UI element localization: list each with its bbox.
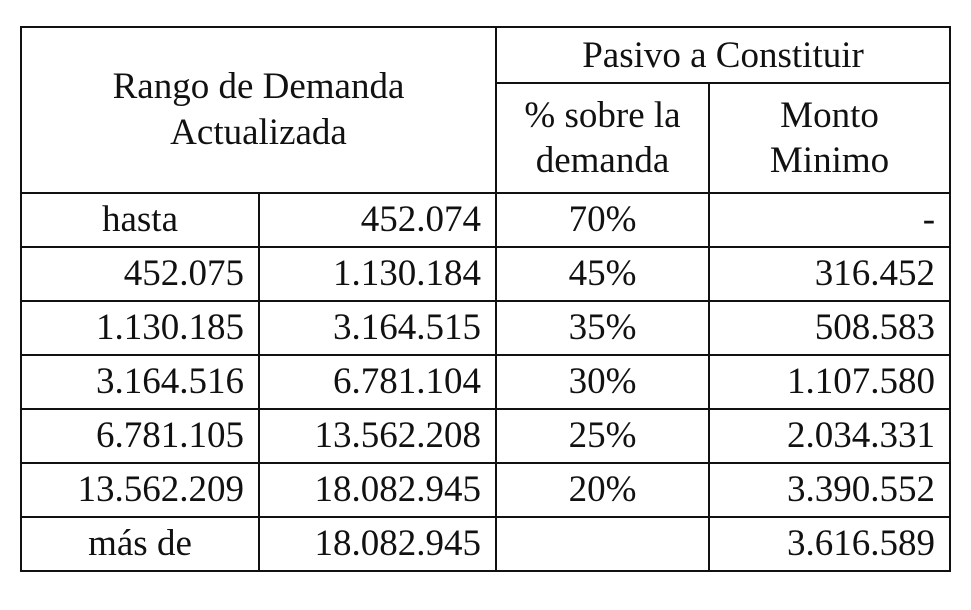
- percent-cell: 45%: [495, 246, 711, 302]
- range-from-cell: 1.130.185: [20, 300, 260, 356]
- range-from-cell: 452.075: [20, 246, 260, 302]
- minimum-amount-cell: 316.452: [708, 246, 952, 302]
- minimum-header-line-2: Minimo: [769, 140, 890, 181]
- range-from-cell: 6.781.105: [20, 408, 260, 464]
- minimum-header: Monto Minimo: [708, 82, 952, 194]
- range-to-cell: 13.562.208: [257, 408, 498, 464]
- range-header: Rango de Demanda Actualizada: [19, 26, 498, 194]
- table-row: más de 18.082.945 3.616.589: [20, 516, 952, 572]
- minimum-amount-cell: 2.034.331: [708, 408, 952, 464]
- range-to-cell: 452.074: [257, 192, 498, 248]
- table-row: hasta 452.074 70% -: [20, 192, 952, 248]
- minimum-header-line-1: Monto: [780, 95, 879, 136]
- range-to-cell: 18.082.945: [257, 516, 498, 572]
- range-header-line-1: Rango de Demanda: [112, 66, 405, 107]
- minimum-amount-cell: -: [708, 192, 952, 248]
- range-header-line-2: Actualizada: [170, 112, 347, 153]
- table-row: 6.781.105 13.562.208 25% 2.034.331: [20, 408, 952, 464]
- range-to-cell: 18.082.945: [257, 462, 498, 518]
- table-row: 1.130.185 3.164.515 35% 508.583: [20, 300, 952, 356]
- range-to-cell: 6.781.104: [257, 354, 498, 410]
- percent-cell: 30%: [495, 354, 711, 410]
- range-from-cell: hasta: [20, 192, 260, 248]
- percent-cell: [495, 516, 711, 572]
- table-row: 13.562.209 18.082.945 20% 3.390.552: [20, 462, 952, 518]
- minimum-amount-cell: 3.390.552: [708, 462, 952, 518]
- range-from-cell: más de: [20, 516, 260, 572]
- range-to-cell: 1.130.184: [257, 246, 498, 302]
- minimum-amount-cell: 1.107.580: [708, 354, 952, 410]
- table-row: 452.075 1.130.184 45% 316.452: [20, 246, 952, 302]
- table-row: 3.164.516 6.781.104 30% 1.107.580: [20, 354, 952, 410]
- percent-cell: 25%: [495, 408, 711, 464]
- range-from-cell: 13.562.209: [20, 462, 260, 518]
- header-row-sub: % sobre la demanda Monto Minimo: [21, 82, 952, 194]
- percent-header-line-1: % sobre la: [524, 95, 681, 136]
- percent-cell: 20%: [495, 462, 711, 518]
- minimum-amount-cell: 508.583: [708, 300, 952, 356]
- percent-header: % sobre la demanda: [495, 82, 711, 194]
- range-to-cell: 3.164.515: [257, 300, 498, 356]
- percent-header-line-2: demanda: [535, 140, 670, 181]
- header-row-top: Rango de Demanda Actualizada Pasivo a Co…: [19, 26, 952, 194]
- range-from-cell: 3.164.516: [20, 354, 260, 410]
- minimum-amount-cell: 3.616.589: [708, 516, 952, 572]
- percent-cell: 70%: [495, 192, 711, 248]
- liability-group-header: Pasivo a Constituir: [495, 26, 952, 84]
- percent-cell: 35%: [495, 300, 711, 356]
- demand-liability-table: Rango de Demanda Actualizada Pasivo a Co…: [19, 26, 952, 572]
